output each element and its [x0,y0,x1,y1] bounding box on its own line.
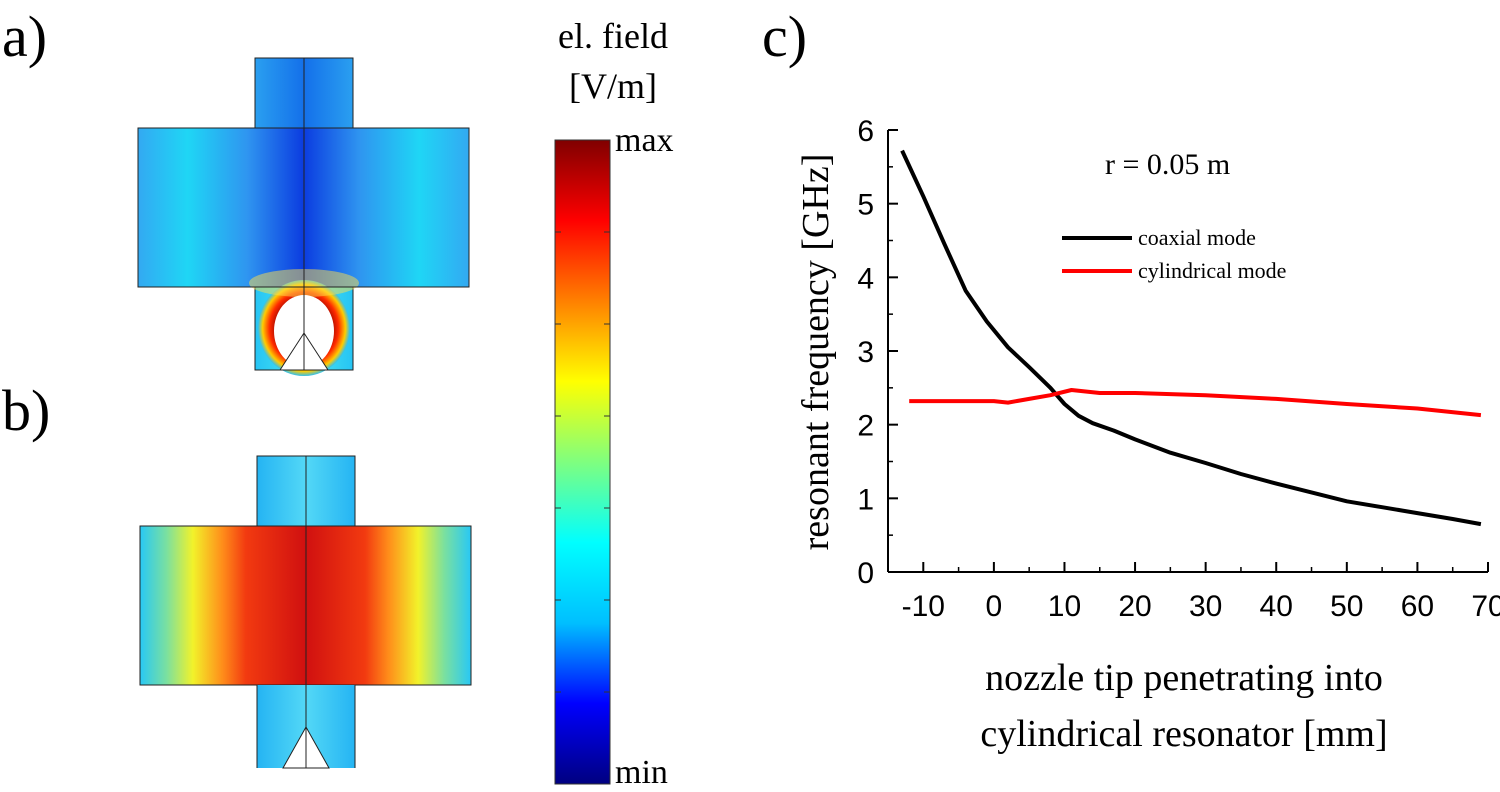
y-tick-label: 5 [857,189,874,222]
panel-label-b: b) [2,378,51,443]
y-axis-label: resonant frequency [GHz] [795,154,837,551]
x-tick-label: 70 [1471,590,1500,623]
colorbar-gradient [554,139,611,785]
legend: coaxial mode cylindrical mode [1062,225,1286,283]
colorbar-title-line1: el. field [558,16,668,56]
y-tick-label: 0 [857,557,874,590]
x-tick-label: 0 [986,590,1003,623]
colorbar-max-label: max [615,122,674,159]
chart: 0 1 2 3 4 5 6 -10 0 10 20 30 40 50 60 70 r = 0.05 m co… [795,115,1500,755]
legend-label-cylindrical: cylindrical mode [1138,258,1286,283]
colorbar-title-line2: [V/m] [569,66,657,106]
y-tick-label: 4 [857,262,874,295]
legend-label-coaxial: coaxial mode [1138,225,1256,250]
panel-label-a: a) [2,4,48,69]
x-tick-label: -10 [902,590,945,623]
x-tick-label: 60 [1401,590,1434,623]
x-tick-label: 20 [1118,590,1151,623]
series-line-cylindrical [909,388,1482,418]
x-tick-label: 10 [1048,590,1081,623]
x-axis-label-line2: cylindrical resonator [mm] [980,713,1387,755]
colorbar-min-label: min [615,754,668,791]
x-tick-label: 50 [1330,590,1363,623]
y-tick-label: 2 [857,410,874,443]
field-map-b [139,455,472,769]
chart-annotation: r = 0.05 m [1105,148,1230,181]
y-tick-label: 6 [857,115,874,148]
panel-label-c: c) [762,4,808,69]
series-line-coaxial [900,149,1482,527]
y-tick-label: 1 [857,483,874,516]
x-axis-label-line1: nozzle tip penetrating into [985,657,1383,699]
y-tick-label: 3 [857,336,874,369]
field-map-a [137,57,470,376]
x-tick-label: 40 [1260,590,1293,623]
x-tick-label: 30 [1189,590,1222,623]
colorbar [554,139,611,785]
